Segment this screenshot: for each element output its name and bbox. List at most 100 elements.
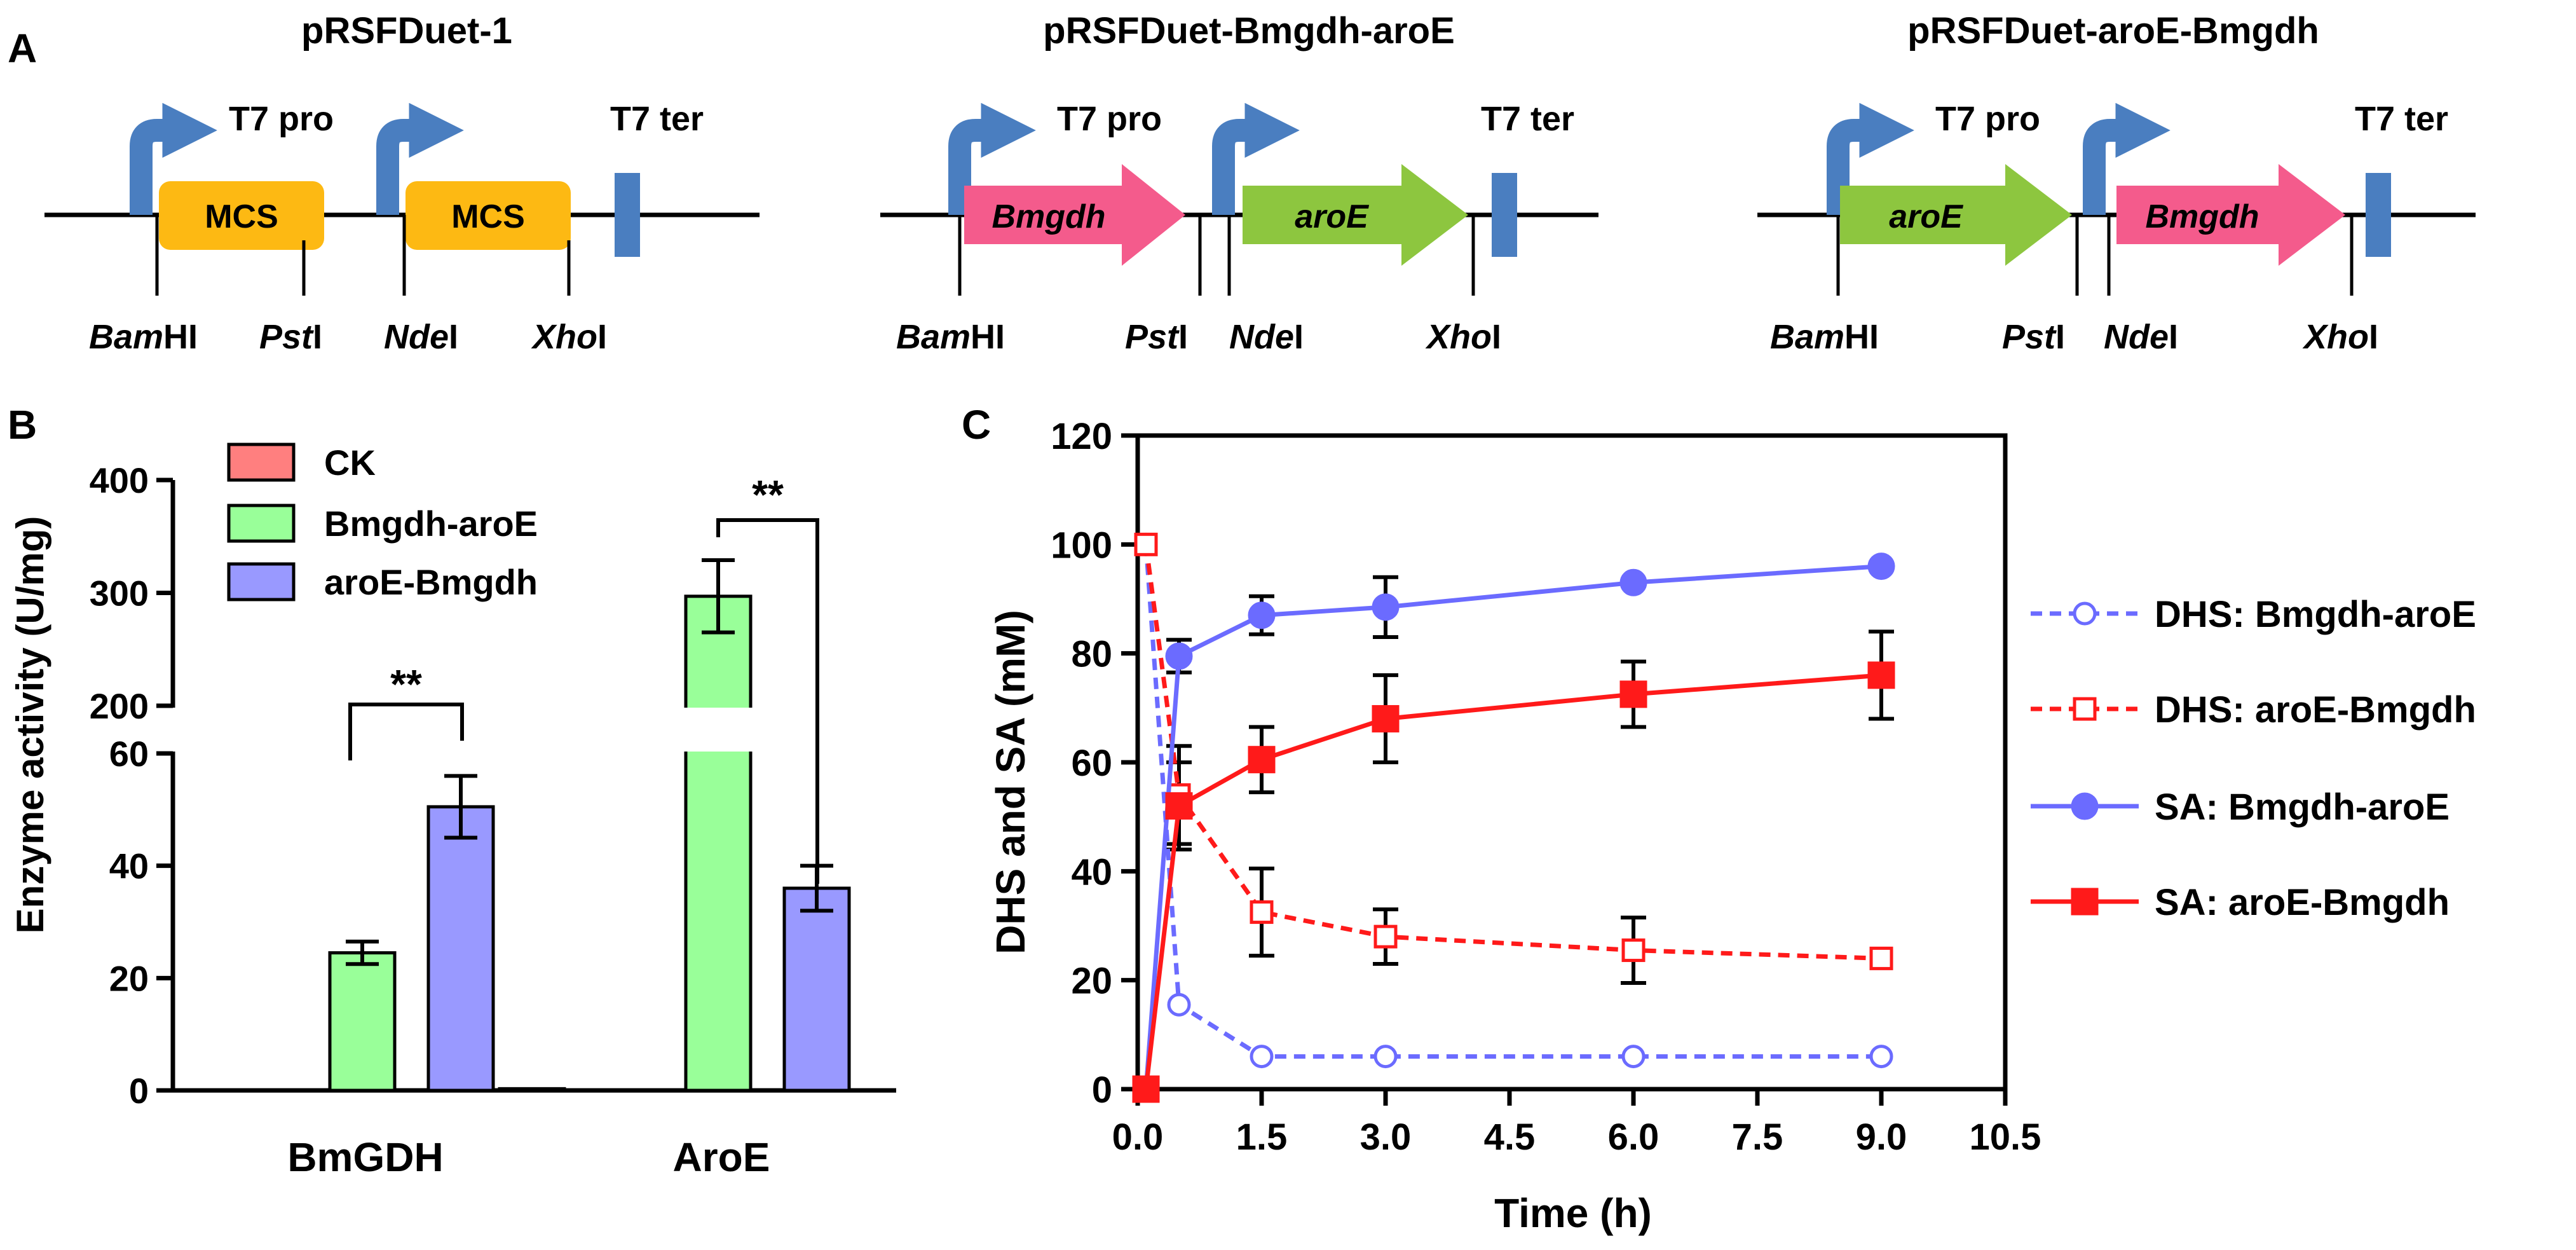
data-point-dhs-bmgdh-aroe [1373, 1045, 1398, 1069]
gene-bmgdh-arrow [964, 164, 1185, 266]
data-point-dhs-bmgdh-aroe [1869, 1045, 1893, 1069]
line-y-axis-label: DHS and SA (mM) [988, 610, 1033, 954]
terminator-icon [1492, 173, 1517, 257]
data-point-sa-bmgdh-aroe [1867, 553, 1895, 580]
legend-label: DHS: aroE-Bmgdh [2155, 689, 2476, 731]
data-point-sa-aroe-bmgdh [1165, 792, 1193, 820]
construct-1: pRSFDuet-1 T7 pro MCS MCS T7 ter BamHI P… [44, 10, 760, 356]
data-point-dhs-bmgdh-aroe [1250, 1045, 1274, 1069]
gene-mcs-2 [405, 181, 571, 250]
gene-mcs-1 [159, 181, 324, 250]
panel-label-c: C [962, 402, 991, 448]
site-ndei: NdeI [384, 318, 458, 356]
bar-aroe-bmgdh [782, 886, 851, 1092]
construct-2-title: pRSFDuet-Bmgdh-aroE [1043, 10, 1455, 52]
data-point-sa-bmgdh-aroe [1165, 642, 1193, 670]
gene-aroe-arrow [1243, 164, 1468, 266]
legend-label: CK [324, 443, 376, 483]
site-bamhi: BamHI [896, 318, 1005, 356]
terminator-icon [2366, 173, 2391, 257]
data-point-sa-bmgdh-aroe [1248, 601, 1276, 629]
construct-2: pRSFDuet-Bmgdh-aroE T7 pro Bmgdh aroE T7… [880, 10, 1598, 356]
legend-swatch [227, 443, 296, 482]
terminator-icon [615, 173, 640, 257]
data-point-sa-aroe-bmgdh [1132, 1075, 1160, 1103]
data-point-dhs-aroe-bmgdh [1134, 532, 1158, 556]
line-chart: Time (h) DHS and SA (mM) 0 20 40 60 80 100 120… [988, 416, 2476, 1236]
data-point-sa-aroe-bmgdh [1619, 680, 1647, 708]
site-psti: PstI [2002, 318, 2065, 356]
bar-bmgdh-aroe [328, 951, 397, 1092]
bar-y-tick-label: 400 [90, 460, 149, 500]
site-bamhi: BamHI [89, 318, 198, 356]
bar-y-tick-label: 40 [109, 846, 149, 886]
data-point-sa-bmgdh-aroe [1619, 568, 1647, 596]
data-point-dhs-aroe-bmgdh [1621, 938, 1646, 963]
data-point-sa-bmgdh-aroe [1372, 593, 1400, 621]
site-ndei: NdeI [2104, 318, 2178, 356]
significance-label: ** [390, 661, 422, 707]
legend-label: SA: Bmgdh-aroE [2155, 786, 2450, 828]
gene-mcs-1-label: MCS [205, 198, 278, 235]
series-line-sa-aroe-bmgdh [1143, 673, 1882, 1090]
bar-y-tick-label: 200 [90, 686, 149, 726]
data-point-dhs-bmgdh-aroe [1621, 1045, 1646, 1069]
bar-x-tick-label: BmGDH [287, 1134, 443, 1180]
data-point-sa-aroe-bmgdh [1867, 661, 1895, 689]
line-x-tick-label: 3.0 [1360, 1116, 1412, 1158]
data-point-dhs-aroe-bmgdh [1869, 946, 1893, 970]
data-point-dhs-aroe-bmgdh [1373, 924, 1398, 949]
line-x-tick-label: 0.0 [1112, 1116, 1164, 1158]
legend-marker [2071, 888, 2099, 916]
line-y-tick-label: 80 [1071, 634, 1112, 675]
bar-chart: Enzyme activity (U/mg) 0 20 40 60 200 300 400 B… [9, 443, 896, 1180]
terminator-label: T7 ter [2355, 100, 2448, 138]
data-point-dhs-aroe-bmgdh [1250, 900, 1274, 924]
gene-aroe-label: aroE [1295, 198, 1369, 235]
gene-aroe-arrow [1840, 164, 2072, 266]
bar-y-tick-label: 60 [109, 734, 149, 774]
promoter-2-icon [1212, 102, 1300, 215]
site-bamhi: BamHI [1770, 318, 1879, 356]
construct-3: pRSFDuet-aroE-Bmgdh T7 pro aroE Bmgdh T7… [1757, 10, 2476, 356]
panel-label-b: B [8, 402, 37, 448]
significance-label: ** [752, 472, 784, 518]
bar-ck [498, 1087, 566, 1092]
promoter-1-icon [130, 102, 217, 215]
legend-swatch [227, 504, 296, 543]
gene-mcs-2-label: MCS [451, 198, 525, 235]
site-xhoi: XhoI [531, 318, 607, 356]
gene-bmgdh-arrow [2116, 164, 2345, 266]
line-y-tick-label: 40 [1071, 851, 1112, 893]
legend-label: aroE-Bmgdh [324, 562, 538, 602]
construct-1-title: pRSFDuet-1 [301, 10, 512, 52]
legend-label: DHS: Bmgdh-aroE [2155, 594, 2476, 635]
bar-y-tick-label: 20 [109, 958, 149, 998]
promoter-2-icon [376, 102, 464, 215]
series-line-dhs-bmgdh-aroe [1143, 544, 1881, 1059]
data-point-sa-aroe-bmgdh [1248, 746, 1276, 774]
bar-y-tick-label: 300 [90, 573, 149, 614]
line-x-tick-label: 1.5 [1236, 1116, 1288, 1158]
bar-x-tick-label: AroE [673, 1134, 770, 1180]
legend-marker [2073, 697, 2097, 721]
bar-y-axis-label: Enzyme activity (U/mg) [9, 516, 51, 934]
promoter-1-icon [1827, 102, 1914, 215]
construct-3-title: pRSFDuet-aroE-Bmgdh [1907, 10, 2319, 52]
line-x-tick-label: 9.0 [1856, 1116, 1907, 1158]
bar-aroe-bmgdh [426, 805, 495, 1092]
gene-bmgdh-label: Bmgdh [992, 198, 1105, 235]
promoter-label: T7 pro [1057, 100, 1162, 138]
terminator-label: T7 ter [610, 100, 704, 138]
legend-marker [2071, 792, 2099, 820]
line-y-tick-label: 100 [1051, 525, 1112, 566]
legend-swatch [227, 562, 296, 601]
bar-break-gap [683, 708, 753, 752]
site-psti: PstI [1125, 318, 1188, 356]
site-xhoi: XhoI [1425, 318, 1501, 356]
line-x-tick-label: 6.0 [1608, 1116, 1659, 1158]
promoter-label: T7 pro [229, 100, 334, 138]
legend-label: Bmgdh-aroE [324, 504, 538, 544]
line-x-tick-label: 4.5 [1484, 1116, 1536, 1158]
